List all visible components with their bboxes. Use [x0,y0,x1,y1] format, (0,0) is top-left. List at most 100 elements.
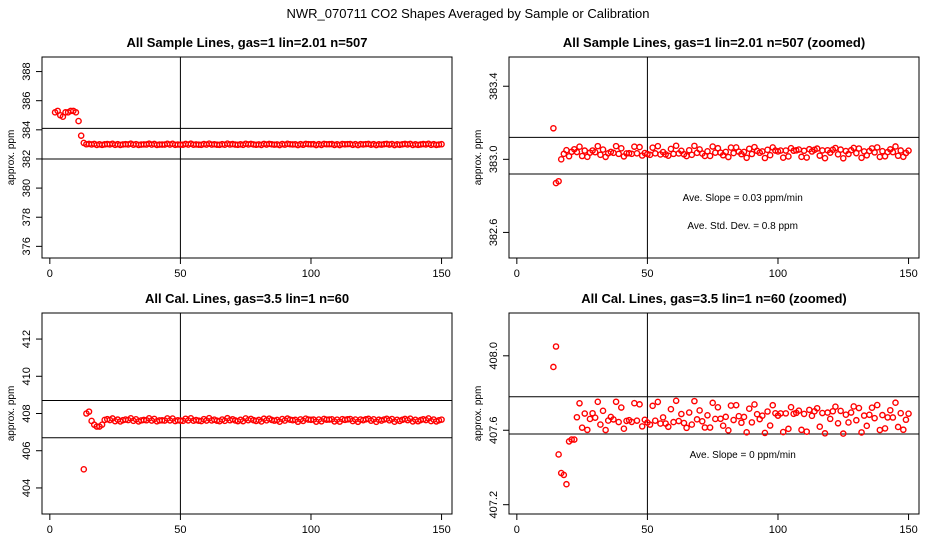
data-point [800,147,808,155]
data-point [738,419,745,427]
data-point [550,124,557,132]
data-point [743,428,750,436]
chart-title: All Sample Lines, gas=1 lin=2.01 n=507 [127,35,368,50]
data-point [617,145,625,152]
data-point [745,145,753,153]
data-point [438,140,445,148]
chart-panel-2: All Sample Lines, gas=1 lin=2.01 n=507 (… [473,35,920,280]
chart-annotation: Ave. Slope = 0 ppm/min [690,450,796,461]
x-tick-label: 0 [514,524,520,536]
data-point [824,409,831,416]
data-point [785,425,792,433]
data-point [599,407,607,415]
y-tick-label: 408.0 [488,342,500,370]
data-point [743,154,750,162]
x-tick-label: 50 [174,524,186,536]
y-tick-label: 378 [21,208,33,226]
data-point [837,407,844,415]
data-point [905,410,912,417]
data-point [876,153,884,161]
y-tick-label: 383.0 [488,146,500,174]
y-tick-label: 406 [21,442,33,460]
data-point [617,404,625,411]
data-point [761,429,769,437]
y-tick-label: 388 [21,62,33,80]
data-point [855,145,863,152]
y-tick-label: 408 [21,404,33,422]
data-point [821,154,829,162]
data-point [636,401,643,408]
data-point [766,151,774,159]
data-point [649,144,656,151]
y-tick-label: 407.6 [488,416,500,444]
x-tick-label: 0 [47,268,53,280]
data-point [826,415,834,423]
data-point [683,424,690,432]
data-point [638,423,646,430]
data-point [787,403,795,411]
data-point [651,150,659,157]
x-tick-label: 100 [302,524,320,536]
x-tick-label: 50 [174,268,186,280]
data-point [745,405,753,412]
data-point [816,423,824,431]
data-point [813,404,821,412]
data-point [871,414,878,422]
data-point [876,426,884,434]
y-axis-label: approx. ppm [473,130,484,186]
data-point [615,418,622,426]
data-point [591,148,599,156]
data-point [552,343,560,350]
data-point [735,412,743,420]
y-tick-label: 386 [21,92,33,110]
data-point [839,154,847,162]
data-point [873,144,881,151]
y-tick-label: 407.2 [488,491,500,519]
chart-title: All Cal. Lines, gas=3.5 lin=1 n=60 [145,291,349,306]
data-point [706,424,714,431]
data-point [717,415,724,423]
data-point [842,411,850,418]
data-point [659,414,667,421]
data-point [620,425,628,433]
data-point [730,416,737,424]
x-tick-label: 150 [899,268,917,280]
chart-annotation: Ave. Std. Dev. = 0.8 ppm [687,221,798,232]
data-point [568,436,575,443]
data-point [578,152,586,160]
chart-annotation: Ave. Slope = 0.03 ppm/min [683,193,803,204]
data-point [730,149,737,157]
data-point [900,426,907,434]
data-point [594,398,602,406]
data-point [879,147,886,155]
data-point [751,401,758,408]
data-point [688,421,696,428]
data-point [709,399,716,407]
data-point [612,142,620,150]
plot-frame [41,312,453,515]
plot-frame [508,312,920,515]
data-point [858,429,865,436]
data-point [850,403,858,410]
y-tick-label: 412 [21,330,33,348]
data-point [834,419,842,427]
data-point [889,414,897,421]
data-point [597,151,604,159]
data-point [881,425,889,432]
data-point [769,401,777,409]
data-point [727,144,735,151]
data-point [748,419,756,426]
data-point [615,150,622,158]
data-point [664,423,672,431]
data-point [858,154,865,162]
data-point [670,418,677,426]
x-tick-label: 50 [641,524,653,536]
data-point [610,416,617,423]
data-point [832,403,839,410]
data-point [785,153,792,160]
data-point [563,480,570,488]
data-point [855,404,863,412]
plot-frame [41,56,453,259]
data-point [905,147,912,154]
